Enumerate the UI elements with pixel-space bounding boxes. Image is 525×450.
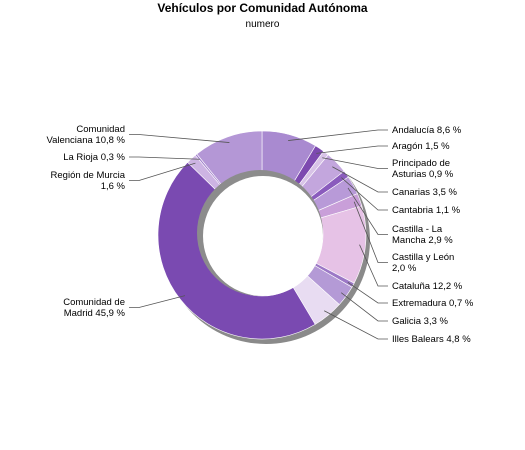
- chart-title: Vehículos por Comunidad Autónoma: [157, 1, 368, 15]
- slice-label-line: Mancha 2,9 %: [392, 235, 453, 246]
- leader-line-5: [347, 187, 388, 235]
- slice-label-14: Comunidad Valenciana 10,8 %: [46, 124, 125, 146]
- donut-hole: [197, 170, 323, 296]
- slice-labels: Andalucía 8,6 % Aragón 1,5 % Principado de…: [46, 124, 473, 345]
- slice-label-line: 1,6 %: [101, 181, 126, 192]
- slice-label-line: Andalucía 8,6 %: [392, 125, 462, 136]
- slice-label-line: La Rioja 0,3 %: [63, 152, 125, 163]
- slice-label-line: Región de Murcia: [51, 170, 126, 181]
- leader-line-7: [359, 244, 388, 287]
- slice-label-line: Canarias 3,5 %: [392, 187, 458, 198]
- leader-line-4: [341, 177, 388, 211]
- leader-lines: [129, 129, 388, 340]
- leader-line-12: [129, 162, 196, 181]
- leader-line-8: [347, 281, 388, 304]
- leader-line-9: [340, 292, 388, 322]
- slice-label-11: Comunidad de Madrid 45,9 %: [63, 297, 125, 319]
- slice-label-4: Cantabria 1,1 %: [392, 205, 461, 216]
- leader-line-3: [332, 166, 388, 193]
- slice-label-6: Castilla y León 2,0 %: [392, 252, 454, 274]
- slice-label-12: Región de Murcia 1,6 %: [51, 170, 126, 192]
- slice-label-line: Asturias 0,9 %: [392, 169, 454, 180]
- slice-label-line: Cantabria 1,1 %: [392, 205, 461, 216]
- slice-label-line: Galicia 3,3 %: [392, 316, 449, 327]
- slice-label-10: Illes Balears 4,8 %: [392, 334, 471, 345]
- slice-label-0: Andalucía 8,6 %: [392, 125, 462, 136]
- slice-label-line: Extremadura 0,7 %: [392, 298, 474, 309]
- slice-label-line: Madrid 45,9 %: [64, 308, 126, 319]
- slice-label-line: Castilla - La: [392, 224, 443, 235]
- leader-line-10: [323, 310, 388, 340]
- leader-line-14: [129, 134, 230, 143]
- slice-label-7: Cataluña 12,2 %: [392, 281, 463, 292]
- slice-label-9: Galicia 3,3 %: [392, 316, 449, 327]
- slice-label-13: La Rioja 0,3 %: [63, 152, 125, 163]
- slice-label-line: Aragón 1,5 %: [392, 141, 450, 152]
- leader-line-1: [316, 145, 388, 154]
- slice-label-line: Comunidad de: [63, 297, 125, 308]
- slice-label-8: Extremadura 0,7 %: [392, 298, 474, 309]
- leader-line-0: [288, 129, 388, 141]
- leader-line-6: [353, 201, 388, 263]
- leader-line-13: [129, 156, 200, 160]
- donut-slices: [157, 130, 367, 340]
- chart-subtitle: numero: [245, 19, 280, 30]
- slice-label-line: Valenciana 10,8 %: [46, 135, 125, 146]
- leader-line-11: [129, 295, 186, 308]
- slice-label-line: Comunidad: [76, 124, 125, 135]
- slice-label-5: Castilla - La Mancha 2,9 %: [392, 224, 453, 246]
- slice-label-2: Principado de Asturias 0,9 %: [392, 158, 454, 180]
- slice-label-line: Castilla y León: [392, 252, 454, 263]
- leader-line-2: [322, 157, 388, 169]
- slice-label-line: Principado de: [392, 158, 450, 169]
- slice-label-3: Canarias 3,5 %: [392, 187, 458, 198]
- hole: [203, 176, 323, 296]
- slice-label-line: 2,0 %: [392, 263, 417, 274]
- slice-label-line: Cataluña 12,2 %: [392, 281, 463, 292]
- slice-label-1: Aragón 1,5 %: [392, 141, 450, 152]
- slice-label-line: Illes Balears 4,8 %: [392, 334, 471, 345]
